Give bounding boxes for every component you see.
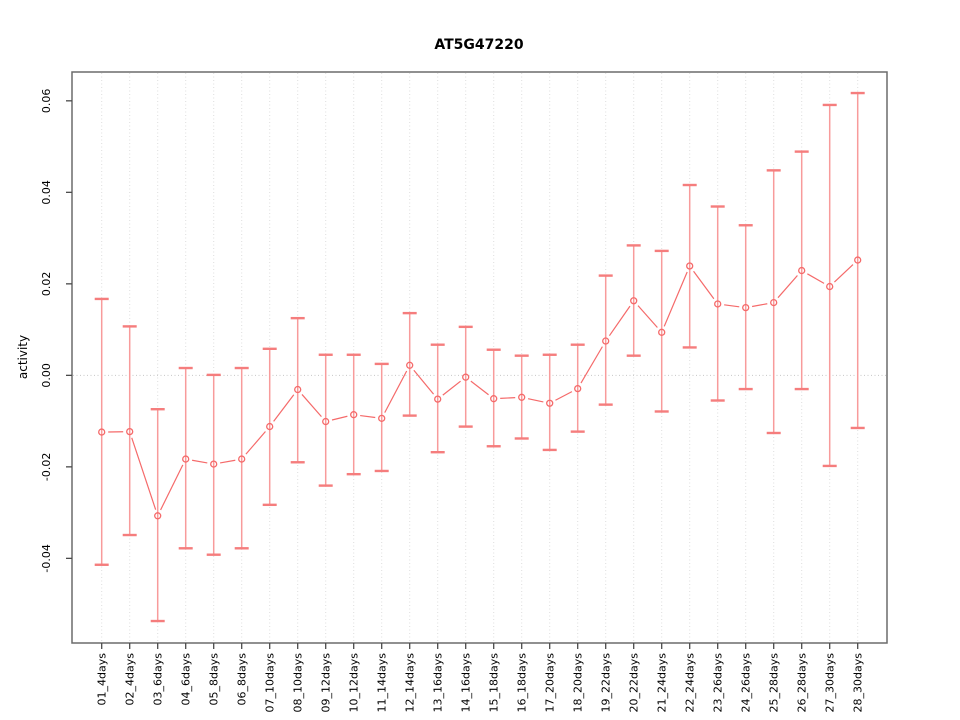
x-tick-label: 20_22days	[628, 653, 641, 713]
series-segment	[273, 394, 295, 422]
axis-ticks-and-labels: -0.04 -0.02 0.00 0.02 0.04 0.06 01_4days 02_4da…	[40, 89, 865, 713]
series-segment	[219, 459, 236, 464]
data-points	[98, 256, 862, 520]
x-tick-label: 26_28days	[796, 653, 809, 713]
data-point	[210, 460, 218, 468]
data-point	[770, 298, 778, 307]
series-segment	[131, 437, 157, 510]
series-segment	[751, 303, 768, 308]
x-tick-label: 02_4days	[124, 653, 137, 706]
x-tick-label: 10_12days	[348, 653, 361, 713]
y-tick-label: 0.00	[40, 363, 53, 388]
x-tick-label: 14_16days	[460, 653, 473, 713]
data-point	[518, 393, 526, 401]
series-segment	[637, 305, 658, 328]
x-tick-label: 01_4days	[96, 653, 109, 706]
y-tick-label: -0.02	[40, 453, 53, 481]
series-segment	[191, 459, 208, 464]
x-tick-label: 23_26days	[712, 653, 725, 713]
series-segment	[245, 431, 266, 455]
x-tick-label: 19_22days	[600, 653, 613, 713]
data-point	[630, 297, 638, 305]
x-tick-label: 22_24days	[684, 653, 697, 713]
data-point	[742, 303, 750, 312]
series-segment	[693, 270, 715, 300]
y-tick-label: 0.02	[40, 272, 53, 297]
series-segment	[384, 370, 408, 413]
y-tick-label: 0.06	[40, 89, 53, 114]
x-tick-label: 18_20days	[572, 653, 585, 713]
x-tick-label: 05_8days	[208, 653, 221, 706]
series-segment	[663, 271, 688, 327]
x-tick-label: 12_14days	[404, 653, 417, 713]
y-axis-title: activity	[16, 335, 30, 379]
x-tick-label: 17_20days	[544, 653, 557, 713]
error-bars	[94, 91, 865, 623]
series-segment	[331, 415, 348, 421]
x-tick-label: 27_30days	[824, 653, 837, 713]
x-tick-label: 11_14days	[376, 653, 389, 713]
plot-border	[71, 71, 888, 644]
data-point	[798, 266, 806, 275]
x-tick-label: 04_6days	[180, 653, 193, 706]
data-point	[490, 395, 498, 403]
series-segment	[360, 414, 376, 419]
series-segment	[160, 464, 184, 511]
x-tick-label: 15_18days	[488, 653, 501, 713]
data-point	[462, 373, 470, 381]
data-point	[182, 455, 190, 463]
data-point	[154, 512, 162, 520]
x-tick-label: 03_6days	[152, 653, 165, 706]
data-point	[294, 385, 302, 394]
series-segment	[608, 305, 631, 337]
x-tick-label: 06_8days	[236, 653, 249, 706]
x-tick-label: 13_16days	[432, 653, 445, 713]
x-tick-label: 21_24days	[656, 653, 669, 713]
data-point	[686, 262, 694, 270]
series-segment	[724, 304, 740, 308]
data-point	[322, 417, 330, 426]
data-point	[126, 427, 134, 436]
data-point	[434, 395, 442, 403]
x-tick-label: 24_26days	[740, 653, 753, 713]
series-segment	[470, 380, 489, 396]
series-segment	[442, 380, 461, 396]
data-point	[658, 328, 666, 336]
series-segment	[500, 397, 516, 399]
series-segment	[555, 391, 573, 401]
series-segment	[413, 369, 435, 395]
chart-title: AT5G47220	[434, 37, 523, 53]
x-tick-label: 08_10days	[292, 653, 305, 713]
series-segment	[580, 346, 603, 384]
data-point	[574, 384, 582, 393]
series-segment	[834, 264, 854, 283]
x-tick-label: 07_10days	[264, 653, 277, 713]
plot-frame	[71, 71, 888, 644]
data-point	[406, 361, 414, 369]
data-point	[602, 337, 610, 345]
x-tick-label: 28_30days	[852, 653, 865, 713]
data-point	[546, 399, 554, 407]
series-line	[108, 264, 854, 511]
data-point	[714, 300, 722, 308]
series-segment	[301, 394, 322, 418]
data-point	[350, 411, 358, 419]
gridlines	[73, 73, 886, 642]
data-point	[266, 422, 274, 431]
series-segment	[807, 273, 825, 284]
series-segment	[527, 398, 544, 403]
data-point	[378, 414, 386, 423]
y-tick-label: -0.04	[40, 544, 53, 572]
data-point	[826, 282, 834, 291]
x-tick-label: 25_28days	[768, 653, 781, 713]
x-tick-label: 09_12days	[320, 653, 333, 713]
data-point	[238, 455, 246, 463]
series-segment	[777, 275, 798, 299]
data-point	[854, 256, 862, 264]
y-tick-label: 0.04	[40, 180, 53, 205]
data-point	[98, 428, 106, 436]
x-tick-label: 16_18days	[516, 653, 529, 713]
